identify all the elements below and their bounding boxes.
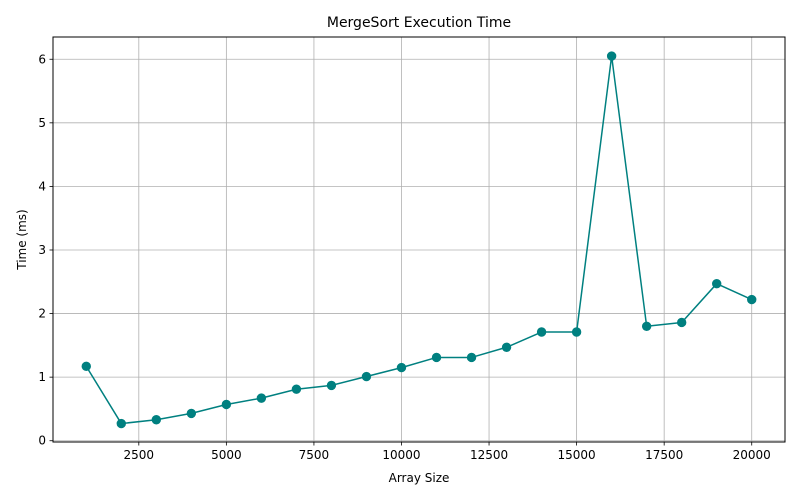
data-point [466,352,477,363]
grid-layer [53,37,785,442]
y-tick-label: 3 [38,243,46,257]
data-point [81,361,91,372]
data-point [606,51,617,61]
data-point [116,418,126,429]
x-tick-label: 10000 [382,448,420,462]
y-tick-label: 1 [38,370,46,384]
x-tick-label: 2500 [124,448,155,462]
x-axis-label: Array Size [389,471,450,485]
x-tick-label: 15000 [558,448,596,462]
x-tick-label: 20000 [733,448,771,462]
x-tick-label: 5000 [211,448,242,462]
data-point [641,321,652,331]
data-point [256,393,267,403]
y-tick-label: 5 [38,116,46,130]
tick-layer: 2500 5000 7500 10000 12500 15000 17500 20000 0 1 2… [38,52,770,462]
data-point [501,342,512,352]
y-tick-label: 0 [38,434,46,448]
axes-frame [52,36,786,443]
x-tick-label: 12500 [470,448,508,462]
data-point [151,415,162,425]
y-tick-label: 6 [38,52,46,66]
data-point [571,327,582,337]
series-line [85,55,753,425]
y-tick-label: 2 [38,307,46,321]
data-point [536,327,547,337]
y-axis-label: Time (ms) [15,209,29,271]
data-point [431,352,442,363]
x-tick-label: 17500 [645,448,683,462]
y-tick-label: 4 [38,179,46,193]
data-point [291,384,302,394]
x-tick-label: 7500 [299,448,330,462]
data-point [221,399,232,410]
data-point [712,278,722,289]
data-point [676,317,687,328]
data-point [747,294,757,305]
data-point [186,408,197,419]
series-layer [81,51,757,429]
data-point [361,371,372,382]
chart-title: MergeSort Execution Time [327,15,511,31]
data-point [326,380,337,391]
data-point [396,362,407,373]
